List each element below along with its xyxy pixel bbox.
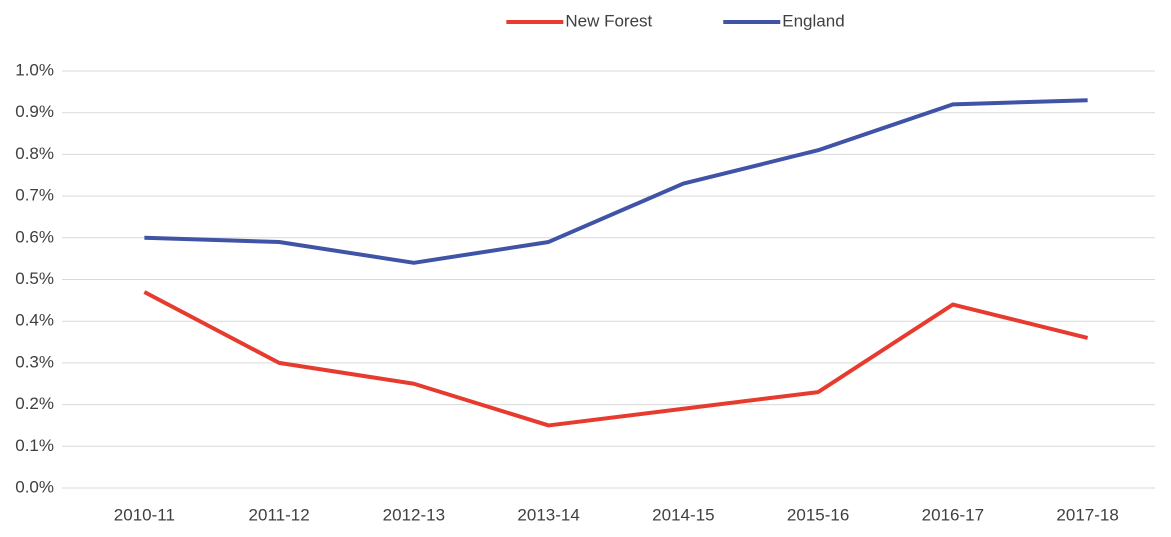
y-tick-label: 0.3% [15,352,54,371]
x-tick-label: 2015-16 [787,505,849,524]
legend-label: New Forest [565,11,652,30]
y-tick-label: 0.9% [15,102,54,121]
x-tick-label: 2014-15 [652,505,714,524]
legend-label: England [782,11,844,30]
y-tick-label: 1.0% [15,60,54,79]
series-line [144,98,1088,265]
y-tick-label: 0.2% [15,394,54,413]
y-tick-label: 0.5% [15,269,54,288]
y-tick-label: 0.0% [15,477,54,496]
y-tick-label: 0.4% [15,311,54,330]
x-tick-label: 2011-12 [249,505,310,524]
x-tick-label: 2016-17 [922,505,984,524]
y-tick-label: 0.1% [15,436,54,455]
x-tick-label: 2017-18 [1056,505,1118,524]
y-tick-label: 0.8% [15,144,54,163]
x-tick-label: 2013-14 [517,505,579,524]
x-tick-label: 2010-11 [114,505,175,524]
y-tick-label: 0.7% [15,186,54,205]
y-tick-label: 0.6% [15,227,54,246]
series-line [143,290,1089,428]
x-tick-label: 2012-13 [383,505,445,524]
